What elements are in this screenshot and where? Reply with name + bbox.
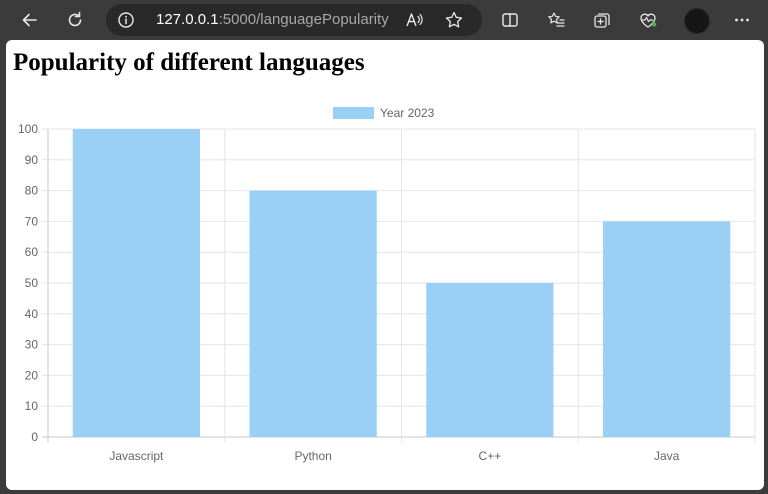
x-tick-label: Java — [654, 449, 680, 463]
y-tick-label: 100 — [18, 122, 38, 136]
legend-swatch[interactable] — [333, 107, 374, 119]
legend-label[interactable]: Year 2023 — [380, 106, 435, 120]
url-path: :5000/languagePopularity — [218, 11, 389, 28]
bar-java[interactable] — [602, 221, 731, 437]
y-tick-label: 80 — [25, 184, 39, 198]
x-tick-label: C++ — [479, 449, 502, 463]
bar-python[interactable] — [249, 190, 377, 437]
collections-icon[interactable] — [586, 4, 618, 36]
bar-chart: 0 10 20 30 40 50 60 70 80 90 100 Javascript Python C… — [18, 106, 756, 463]
refresh-icon[interactable] — [59, 4, 91, 36]
x-axis-ticks: Javascript Python C++ Java — [109, 449, 679, 463]
y-tick-label: 90 — [25, 153, 39, 167]
y-tick-label: 30 — [25, 338, 39, 352]
y-tick-label: 70 — [25, 214, 39, 228]
address-bar[interactable]: 127.0.0.1:5000/languagePopularity — [106, 4, 482, 36]
x-tick-label: Javascript — [109, 449, 164, 463]
bar-c-[interactable] — [426, 283, 554, 437]
favorite-star-icon[interactable] — [442, 8, 466, 32]
back-icon[interactable] — [14, 4, 46, 36]
y-tick-label: 40 — [25, 307, 39, 321]
split-screen-icon[interactable] — [494, 4, 526, 36]
y-axis-ticks: 0 10 20 30 40 50 60 70 80 90 100 — [18, 122, 38, 444]
browser-toolbar: 127.0.0.1:5000/languagePopularity — [0, 0, 768, 40]
url-text[interactable]: 127.0.0.1:5000/languagePopularity — [156, 11, 389, 29]
page-title: Popularity of different languages — [13, 49, 365, 76]
favorites-list-icon[interactable] — [540, 4, 572, 36]
y-tick-label: 50 — [25, 276, 39, 290]
chart-legend: Year 2023 — [333, 106, 435, 120]
read-aloud-icon[interactable] — [402, 8, 426, 32]
x-tick-label: Python — [294, 449, 331, 463]
y-tick-label: 60 — [25, 245, 39, 259]
browser-essentials-icon[interactable] — [632, 4, 664, 36]
profile-avatar[interactable] — [684, 8, 710, 34]
info-icon[interactable] — [116, 10, 136, 30]
url-host: 127.0.0.1 — [156, 11, 219, 28]
y-tick-label: 10 — [25, 399, 39, 413]
more-menu-icon[interactable] — [726, 4, 758, 36]
y-tick-label: 0 — [31, 430, 38, 444]
bar-javascript[interactable] — [72, 129, 201, 437]
y-tick-label: 20 — [25, 368, 39, 382]
chart-bars — [72, 129, 731, 437]
page-content: Popularity of different languages 0 10 20 3… — [6, 40, 764, 490]
